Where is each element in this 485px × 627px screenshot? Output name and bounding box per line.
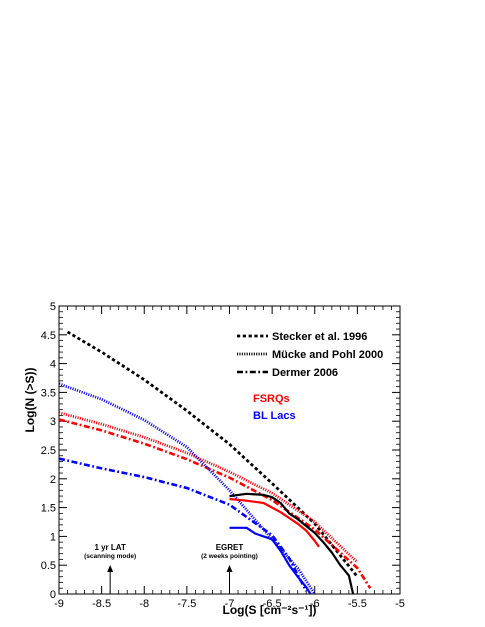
x-tick-label: -8.5 [92,598,111,610]
annotation-arrow-head [107,565,114,572]
x-tick-label: -7 [225,598,235,610]
y-axis-title: Log(N (>S)) [23,368,37,433]
y-tick-label: 4 [50,359,56,371]
y-tick-label: 1 [50,531,56,543]
fsrq-dotted-line [58,411,359,564]
x-tick-label: -6.5 [263,598,282,610]
legend-label: Mücke and Pohl 2000 [272,349,383,361]
bllac-dash-dot-line [58,457,308,592]
x-tick-label: -9 [54,598,64,610]
x-tick-label: -6 [310,598,320,610]
legend-class-label: BL Lacs [253,410,296,422]
legend-class-label: FSRQs [253,393,290,405]
y-tick-label: 1.5 [41,503,56,515]
bllac-solid-line [229,526,312,595]
y-tick-label: 3.5 [41,387,56,399]
total-solid-line [229,492,355,595]
y-tick-label: 3 [50,416,56,428]
y-tick-label: 2 [50,474,56,486]
legend-label: Dermer 2006 [272,367,338,379]
annotation-subtitle: (scanning mode) [84,553,136,560]
x-tick-label: -7.5 [177,598,196,610]
x-tick-label: -5 [395,598,405,610]
x-axis-title: Log(S [cm⁻²s⁻¹]) [223,603,317,617]
legend-label: Stecker et al. 1996 [272,331,367,343]
y-tick-label: 2.5 [41,445,56,457]
annotation-subtitle: (2 weeks pointing) [201,553,258,560]
annotation-arrow-head [226,565,233,572]
annotation-title: EGRET [216,543,244,552]
annotation-title: 1 yr LAT [94,543,126,552]
y-tick-label: 5 [50,301,56,313]
bllac-dotted-line [58,382,316,595]
y-tick-label: 0.5 [41,560,56,572]
y-tick-label: 4.5 [41,330,56,342]
fsrq-dash-dot-line [58,418,372,589]
x-tick-label: -5.5 [348,598,367,610]
fsrq-solid-line [229,497,320,548]
x-tick-label: -8 [139,598,149,610]
y-tick-label: 0 [50,589,56,601]
